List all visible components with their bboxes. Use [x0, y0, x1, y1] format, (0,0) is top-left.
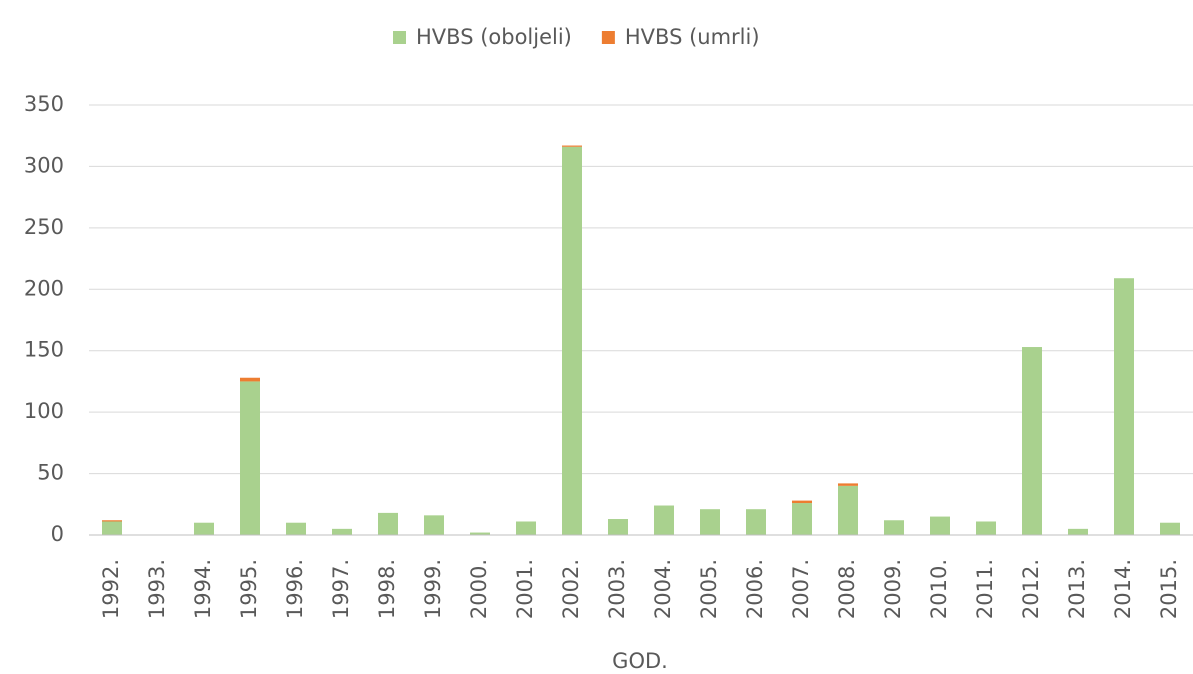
x-tick-label: 1997.	[329, 559, 353, 619]
bar	[930, 516, 950, 535]
x-tick-label: 2007.	[789, 559, 813, 619]
x-tick-label: 2000.	[467, 559, 491, 619]
bar	[378, 512, 398, 535]
bar	[700, 509, 720, 535]
bar	[562, 145, 582, 147]
x-tick-label: 2006.	[743, 559, 767, 619]
x-tick-label: 2010.	[927, 559, 951, 619]
x-tick-label: 2013.	[1065, 559, 1089, 619]
bar	[976, 521, 996, 535]
y-tick-label: 250	[24, 215, 64, 239]
bar	[654, 505, 674, 535]
y-tick-label: 100	[24, 399, 64, 423]
bar	[792, 500, 812, 504]
x-tick-label: 2012.	[1019, 559, 1043, 619]
bar	[332, 528, 352, 535]
bar	[424, 515, 444, 535]
y-tick-label: 350	[24, 92, 64, 116]
bar	[102, 520, 122, 522]
x-tick-label: 2014.	[1111, 559, 1135, 619]
legend-label: HVBS (umrli)	[625, 25, 760, 49]
bar	[1160, 522, 1180, 535]
bar	[516, 521, 536, 535]
legend-label: HVBS (oboljeli)	[416, 25, 572, 49]
x-tick-label: 1992.	[99, 559, 123, 619]
x-tick-label: 1999.	[421, 559, 445, 619]
x-tick-label: 2004.	[651, 559, 675, 619]
y-tick-label: 150	[24, 338, 64, 362]
bar	[838, 483, 858, 486]
x-tick-label: 2008.	[835, 559, 859, 619]
bar	[838, 485, 858, 535]
x-axis-title: GOD.	[612, 649, 668, 673]
x-tick-label: 1996.	[283, 559, 307, 619]
bar	[240, 377, 260, 382]
x-tick-label: 2011.	[973, 559, 997, 619]
x-tick-label: 1998.	[375, 559, 399, 619]
x-tick-label: 2002.	[559, 559, 583, 619]
bar	[562, 146, 582, 535]
bar	[194, 522, 214, 535]
legend-swatch	[601, 31, 615, 44]
y-tick-label: 300	[24, 153, 64, 177]
bar	[608, 519, 628, 535]
x-tick-label: 1993.	[145, 559, 169, 619]
x-tick-label: 2005.	[697, 559, 721, 619]
x-tick-label: 2015.	[1157, 559, 1181, 619]
x-tick-label: 1995.	[237, 559, 261, 619]
x-tick-label: 2003.	[605, 559, 629, 619]
bar	[792, 503, 812, 535]
bar	[1114, 278, 1134, 535]
bar	[286, 522, 306, 535]
y-tick-label: 0	[51, 522, 64, 546]
x-tick-label: 1994.	[191, 559, 215, 619]
bar	[884, 520, 904, 535]
x-tick-label: 2001.	[513, 559, 537, 619]
legend-swatch	[393, 31, 406, 44]
bar	[470, 532, 490, 535]
bar	[746, 509, 766, 535]
bar	[102, 521, 122, 535]
y-tick-label: 50	[37, 461, 64, 485]
x-tick-label: 2009.	[881, 559, 905, 619]
bar	[1068, 528, 1088, 535]
y-tick-label: 200	[24, 276, 64, 300]
bar	[240, 381, 260, 535]
bar	[1022, 347, 1042, 535]
